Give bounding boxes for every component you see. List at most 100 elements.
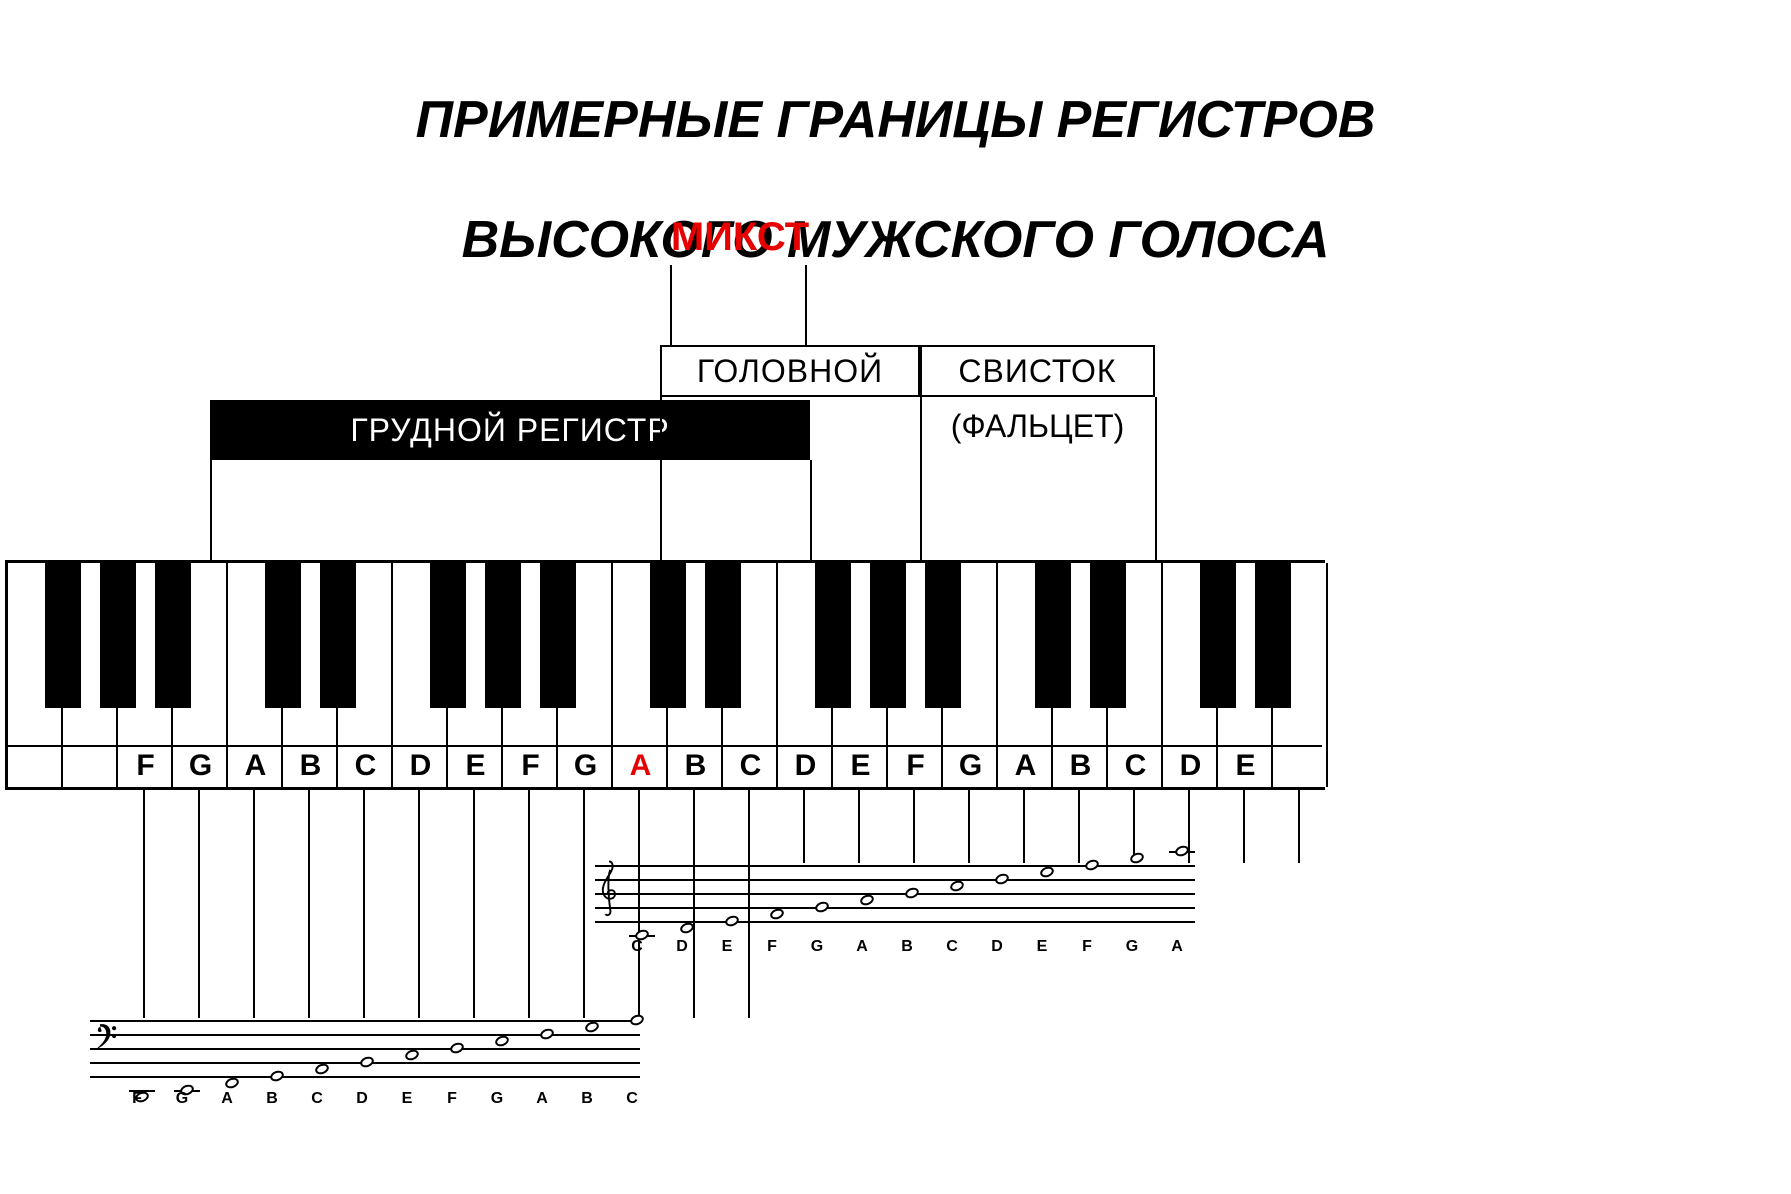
black-key (320, 563, 356, 708)
key-to-staff-line (253, 790, 255, 1018)
black-key (925, 563, 961, 708)
staff-note-label: F (440, 1090, 464, 1108)
whistle-sublabel: (ФАЛЬЦЕТ) (920, 408, 1155, 445)
staff-note-label: D (670, 938, 694, 956)
black-key (870, 563, 906, 708)
key-label: A (613, 749, 668, 783)
key-to-staff-line (583, 790, 585, 1018)
notehead (494, 1034, 511, 1048)
key-to-staff-line (1133, 790, 1135, 863)
black-key (1090, 563, 1126, 708)
head-left-line (660, 397, 662, 560)
bass-clef-icon (92, 1016, 118, 1056)
notehead (769, 907, 786, 921)
black-key (265, 563, 301, 708)
notehead (269, 1069, 286, 1083)
staff-note-label: A (530, 1090, 554, 1108)
key-to-staff-line (858, 790, 860, 863)
staff-note-label: D (985, 938, 1009, 956)
staff-line (595, 865, 1195, 867)
staff-note-label: E (715, 938, 739, 956)
key-label: A (228, 749, 283, 783)
black-key (540, 563, 576, 708)
diagram-title: ПРИМЕРНЫЕ ГРАНИЦЫ РЕГИСТРОВ ВЫСОКОГО МУЖ… (0, 30, 1791, 270)
key-label: F (888, 749, 943, 783)
staff-note-label: E (395, 1090, 419, 1108)
treble-clef-icon (597, 851, 621, 927)
staff-note-label: G (485, 1090, 509, 1108)
chest-right-line (810, 460, 812, 560)
black-key (650, 563, 686, 708)
black-key (485, 563, 521, 708)
key-label: E (1218, 749, 1273, 783)
notehead (449, 1041, 466, 1055)
key-label: F (503, 749, 558, 783)
mix-label: МИКСТ (600, 215, 880, 260)
staff-note-label: F (760, 938, 784, 956)
notehead (724, 914, 741, 928)
key-label: C (1108, 749, 1163, 783)
black-key (705, 563, 741, 708)
staff-line (90, 1034, 640, 1036)
key-label: A (998, 749, 1053, 783)
notehead (1129, 851, 1146, 865)
black-key (45, 563, 81, 708)
key-label: B (283, 749, 338, 783)
key-label: C (723, 749, 778, 783)
notehead (994, 872, 1011, 886)
staff-note-label: F (125, 1090, 149, 1108)
staff-note-label: D (350, 1090, 374, 1108)
staff-line (595, 893, 1195, 895)
whistle-register-label: СВИСТОК (958, 353, 1116, 390)
mix-bracket-right (805, 265, 807, 345)
chest-register-label: ГРУДНОЙ РЕГИСТР (350, 412, 669, 449)
staff-note-label: A (1165, 938, 1189, 956)
notehead (584, 1020, 601, 1034)
key-to-staff-line (1243, 790, 1245, 863)
key-label: D (778, 749, 833, 783)
key-label: G (943, 749, 998, 783)
key-to-staff-line (198, 790, 200, 1018)
key-label: F (118, 749, 173, 783)
bass-staff (90, 1020, 640, 1076)
staff-note-label: G (1120, 938, 1144, 956)
key-to-staff-line (1078, 790, 1080, 863)
key-to-staff-line (363, 790, 365, 1018)
key-to-staff-line (968, 790, 970, 863)
staff-note-label: B (895, 938, 919, 956)
notehead (539, 1027, 556, 1041)
staff-note-label: C (940, 938, 964, 956)
key-label: B (1053, 749, 1108, 783)
treble-staff (595, 865, 1195, 921)
black-key (815, 563, 851, 708)
key-label: D (1163, 749, 1218, 783)
key-to-staff-line (913, 790, 915, 863)
black-key (1200, 563, 1236, 708)
notehead (314, 1062, 331, 1076)
notehead (1084, 858, 1101, 872)
key-to-staff-line (1298, 790, 1300, 863)
head-right-line (920, 397, 922, 560)
notehead (949, 879, 966, 893)
staff-line (90, 1048, 640, 1050)
key-label: G (558, 749, 613, 783)
staff-line (595, 879, 1195, 881)
key-to-staff-line (748, 790, 750, 863)
staff-note-label: E (1030, 938, 1054, 956)
staff-line (90, 1020, 640, 1022)
staff-note-label: C (625, 938, 649, 956)
key-to-staff-line (803, 790, 805, 863)
staff-note-label: A (215, 1090, 239, 1108)
key-to-staff-line (473, 790, 475, 1018)
staff-line (595, 907, 1195, 909)
notehead (404, 1048, 421, 1062)
whistle-register-box: СВИСТОК (920, 345, 1155, 397)
key-to-staff-line (143, 790, 145, 1018)
staff-line (90, 1076, 640, 1078)
piano-keyboard: FGABCDEFGABCDEFGABCDE (5, 560, 1325, 790)
staff-note-label: B (260, 1090, 284, 1108)
key-label: G (173, 749, 228, 783)
notehead (859, 893, 876, 907)
staff-note-label: A (850, 938, 874, 956)
key-label: C (338, 749, 393, 783)
